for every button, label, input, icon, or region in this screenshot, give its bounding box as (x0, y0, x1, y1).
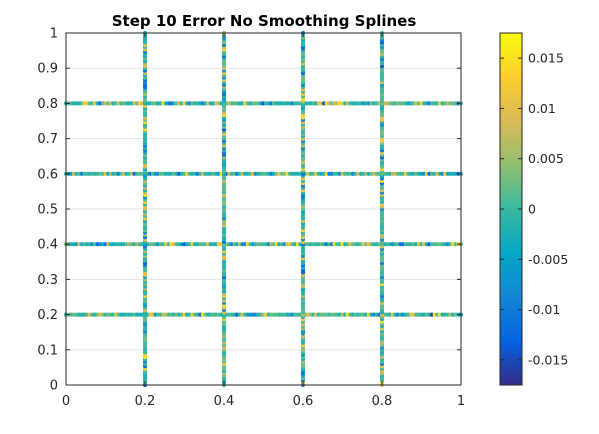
y-tick-label: 0.2 (37, 308, 58, 323)
x-tick-label: 0 (62, 394, 70, 409)
x-tick-label: 0.6 (293, 394, 314, 409)
y-tick-label: 0 (50, 379, 58, 394)
y-tick-label: 0.1 (37, 343, 58, 358)
y-tick-label: 0.8 (37, 97, 58, 112)
x-tick-label: 0.8 (372, 394, 393, 409)
colorbar-tick-label: 0 (528, 202, 536, 217)
colorbar-tick-label: -0.005 (528, 252, 568, 267)
x-tick-label: 1 (457, 394, 465, 409)
y-tick-label: 0.9 (37, 62, 58, 77)
y-tick-label: 0.7 (37, 132, 58, 147)
chart-title: Step 10 Error No Smoothing Splines (112, 12, 417, 30)
y-tick-label: 0.3 (37, 273, 58, 288)
colorbar-ticks: -0.015 -0.01 -0.005 0 0.005 0.01 0.015 (500, 51, 568, 367)
y-tick-label: 0.5 (37, 203, 58, 218)
colorbar-tick-label: -0.01 (528, 302, 560, 317)
y-tick-label: 0.6 (37, 167, 58, 182)
colorbar-tick-label: 0.005 (528, 151, 564, 166)
colorbar-tick-label: 0.015 (528, 51, 564, 66)
x-axis: 0 0.2 0.4 0.6 0.8 1 (62, 33, 465, 409)
colorbar-tick-label: 0.01 (528, 101, 556, 116)
y-tick-label: 1 (50, 27, 58, 42)
x-tick-label: 0.2 (135, 394, 156, 409)
y-axis: 0 0.1 0.2 0.3 0.4 0.5 0.6 0.7 0.8 0.9 1 (37, 27, 461, 394)
colorbar-tick-label: -0.015 (528, 352, 568, 367)
x-tick-label: 0.4 (214, 394, 235, 409)
y-tick-label: 0.4 (37, 238, 58, 253)
